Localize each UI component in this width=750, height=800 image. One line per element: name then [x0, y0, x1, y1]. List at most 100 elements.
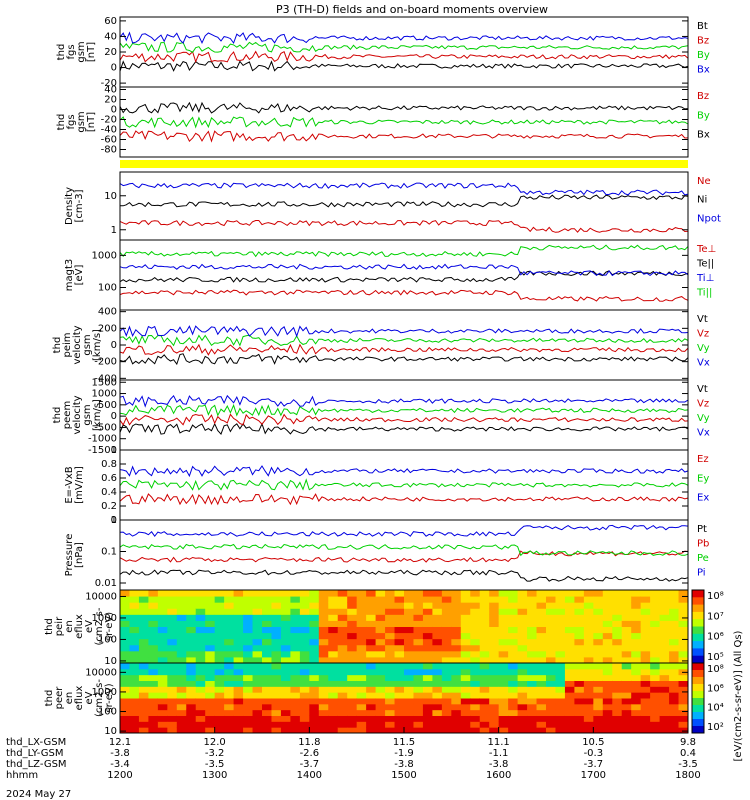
spectrogram-cell — [120, 626, 130, 634]
spectrogram-cell — [394, 692, 405, 699]
spectrogram-cell — [460, 663, 471, 670]
spectrogram-cell — [280, 721, 291, 728]
spectrogram-cell — [224, 644, 235, 652]
spectrogram-cell — [631, 703, 642, 711]
spectrogram-cell — [422, 680, 433, 687]
spectrogram-cell — [148, 668, 159, 676]
spectrogram-cell — [299, 656, 310, 664]
colorbar-segment — [692, 615, 704, 620]
spectrogram-cell — [564, 715, 575, 722]
spectrogram-cell — [347, 709, 358, 716]
spectrogram-cell — [290, 620, 301, 627]
spectrogram-cell — [120, 727, 130, 734]
spectrogram-cell — [309, 632, 320, 640]
spectrogram-cell — [498, 663, 509, 670]
spectrogram-cell — [195, 596, 206, 603]
spectrogram-cell — [583, 686, 594, 693]
spectrogram-cell — [432, 620, 443, 627]
spectrogram-cell — [290, 698, 301, 705]
spectrogram-cell — [479, 686, 490, 693]
spectrogram-cell — [669, 727, 680, 734]
spectrogram-cell — [271, 703, 282, 711]
spectrogram-cell — [366, 663, 377, 670]
spectrogram-cell — [631, 692, 642, 699]
footer-value: -3.4 — [110, 759, 130, 770]
spectrogram-cell — [593, 727, 604, 734]
spectrogram-cell — [167, 686, 178, 693]
spectrogram-cell — [602, 721, 613, 728]
spectrogram-cell — [536, 650, 547, 658]
spectrogram-cell — [583, 632, 594, 640]
spectrogram-cell — [318, 590, 329, 597]
spectrogram-cell — [157, 644, 168, 652]
spectrogram-cell — [612, 709, 623, 716]
spectrogram-cell — [328, 721, 339, 728]
spectrogram-cell — [422, 692, 433, 699]
spectrogram-cell — [214, 663, 225, 670]
spectrogram-cell — [356, 602, 367, 609]
footer-value: -3.8 — [489, 759, 509, 770]
spectrogram-cell — [309, 650, 320, 658]
spectrogram-cell — [432, 644, 443, 652]
spectrogram-cell — [583, 692, 594, 699]
spectrogram-cell — [564, 686, 575, 693]
spectrogram-cell — [527, 721, 538, 728]
spectrogram-cell — [280, 638, 291, 646]
spectrogram-cell — [640, 663, 651, 670]
spectrogram-cell — [460, 680, 471, 687]
spectrogram-cell — [233, 727, 244, 734]
spectrogram-cell — [460, 596, 471, 603]
spectrogram-cell — [612, 650, 623, 658]
spectrogram-cell — [602, 674, 613, 681]
spectrogram-cell — [394, 668, 405, 676]
spectrogram-cell — [460, 602, 471, 609]
spectrogram-cell — [678, 703, 689, 711]
y-tick-label: 40 — [104, 85, 117, 96]
y-axis-label: [nPa] — [74, 542, 85, 568]
spectrogram-cell — [508, 638, 519, 646]
spectrogram-cell — [470, 692, 481, 699]
spectrogram-cell — [536, 620, 547, 627]
spectrogram-cell — [280, 650, 291, 658]
spectrogram-cell — [290, 650, 301, 658]
spectrogram-cell — [413, 727, 424, 734]
spectrogram-cell — [280, 656, 291, 664]
spectrogram-cell — [233, 614, 244, 621]
spectrogram-cell — [546, 602, 556, 609]
spectrogram-cell — [366, 674, 377, 681]
spectrogram-cell — [356, 656, 367, 664]
spectrogram-cell — [631, 632, 642, 640]
spectrogram-cell — [404, 602, 414, 609]
spectrogram-cell — [451, 692, 462, 699]
spectrogram-cell — [157, 721, 168, 728]
spectrogram-cell — [631, 656, 642, 664]
spectrogram-cell — [262, 698, 272, 705]
spectrogram-cell — [517, 608, 528, 615]
spectrogram-cell — [385, 698, 396, 705]
legend-label-Bz: Bz — [697, 91, 709, 102]
spectrogram-cell — [176, 674, 187, 681]
y-tick-label: 10 — [104, 656, 117, 667]
spectrogram-cell — [243, 644, 254, 652]
spectrogram-cell — [347, 596, 358, 603]
colorbar-segment — [692, 641, 704, 646]
spectrogram-cell — [337, 650, 348, 658]
spectrogram-cell — [347, 668, 358, 676]
spectrogram-cell — [460, 692, 471, 699]
spectrogram-cell — [290, 663, 301, 670]
spectrogram-cell — [356, 590, 367, 597]
spectrogram-cell — [508, 709, 519, 716]
spectrogram-cell — [385, 590, 396, 597]
y-axis-label: en — [64, 620, 75, 633]
spectrogram-cell — [347, 698, 358, 705]
spectrogram-cell — [574, 663, 585, 670]
spectrogram-cell — [583, 620, 594, 627]
spectrogram-cell — [555, 680, 566, 687]
spectrogram-cell — [186, 698, 197, 705]
spectrogram-cell — [536, 602, 547, 609]
spectrogram-cell — [479, 614, 490, 621]
spectrogram-cell — [356, 680, 367, 687]
spectrogram-cell — [564, 590, 575, 597]
spectrogram-cell — [517, 590, 528, 597]
